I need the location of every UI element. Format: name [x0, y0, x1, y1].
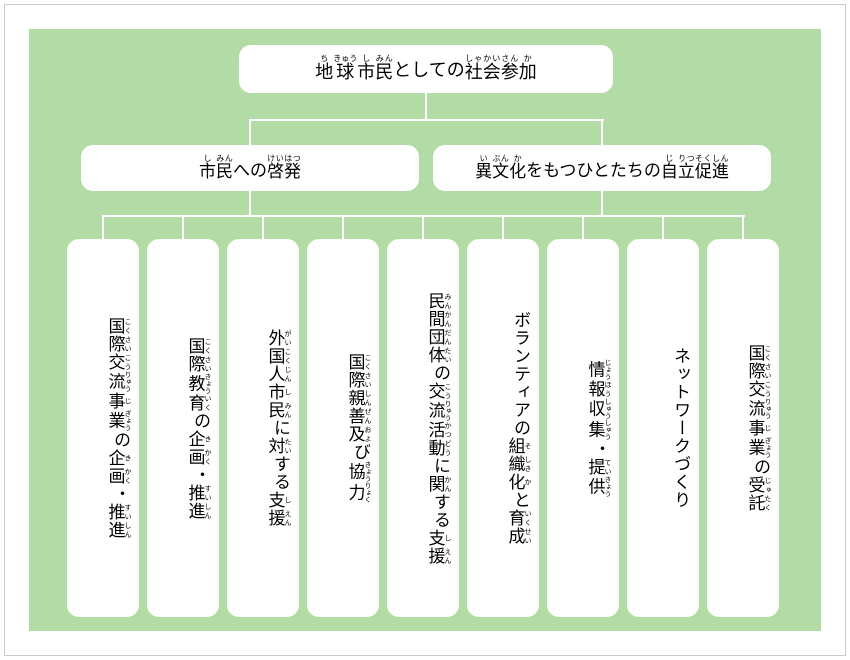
leaf-node-2: 外がい国こく人じん市し民みんに対たいする支し援えん: [227, 239, 299, 617]
leaf-node-8: 国こく際さい交こう流りゅう事じ業ぎょうの受じゅ託たく: [707, 239, 779, 617]
leaf-node-4: 民みん間かん団だん体たいの交こう流りゅう活かつ動どうに関かんする支し援えん: [387, 239, 459, 617]
connector: [422, 215, 424, 239]
connector: [601, 191, 603, 215]
connector: [662, 215, 664, 239]
root-node: 地ち球きゅう市し民みんとしての社しゃ会かい参さん加か: [239, 45, 613, 93]
connector: [742, 215, 744, 239]
connector: [262, 215, 264, 239]
leaf-node-6: 情じょう報ほう収しゅう集しゅう・提てい供きょう: [547, 239, 619, 617]
connector: [249, 119, 251, 145]
connector: [102, 215, 104, 239]
connector: [601, 119, 603, 145]
connector: [582, 215, 584, 239]
connector: [249, 191, 251, 215]
leaf-node-0: 国こく際さい交こう流りゅう事じ業ぎょうの企き画かく・推すい進しん: [67, 239, 139, 617]
connector: [425, 93, 427, 119]
leaf-node-7: ネットワークづくり: [627, 239, 699, 617]
connector: [342, 215, 344, 239]
diagram-frame: 地ち球きゅう市し民みんとしての社しゃ会かい参さん加か市し民みんへの啓けい発はつ異…: [4, 4, 846, 656]
connector: [250, 119, 604, 121]
mid-node-0: 市し民みんへの啓けい発はつ: [81, 145, 419, 191]
connector: [182, 215, 184, 239]
leaf-node-3: 国こく際さい親しん善ぜん及および協きょう力りょく: [307, 239, 379, 617]
connector: [502, 215, 504, 239]
leaf-node-5: ボランティアの組そ織しき化かと育いく成せい: [467, 239, 539, 617]
connector: [103, 215, 745, 217]
diagram-canvas: 地ち球きゅう市し民みんとしての社しゃ会かい参さん加か市し民みんへの啓けい発はつ異…: [29, 29, 821, 631]
mid-node-1: 異い文ぶん化かをもつひとたちの自じ立りつ促そく進しん: [433, 145, 771, 191]
leaf-node-1: 国こく際さい教きょう育いくの企き画かく・推すい進しん: [147, 239, 219, 617]
